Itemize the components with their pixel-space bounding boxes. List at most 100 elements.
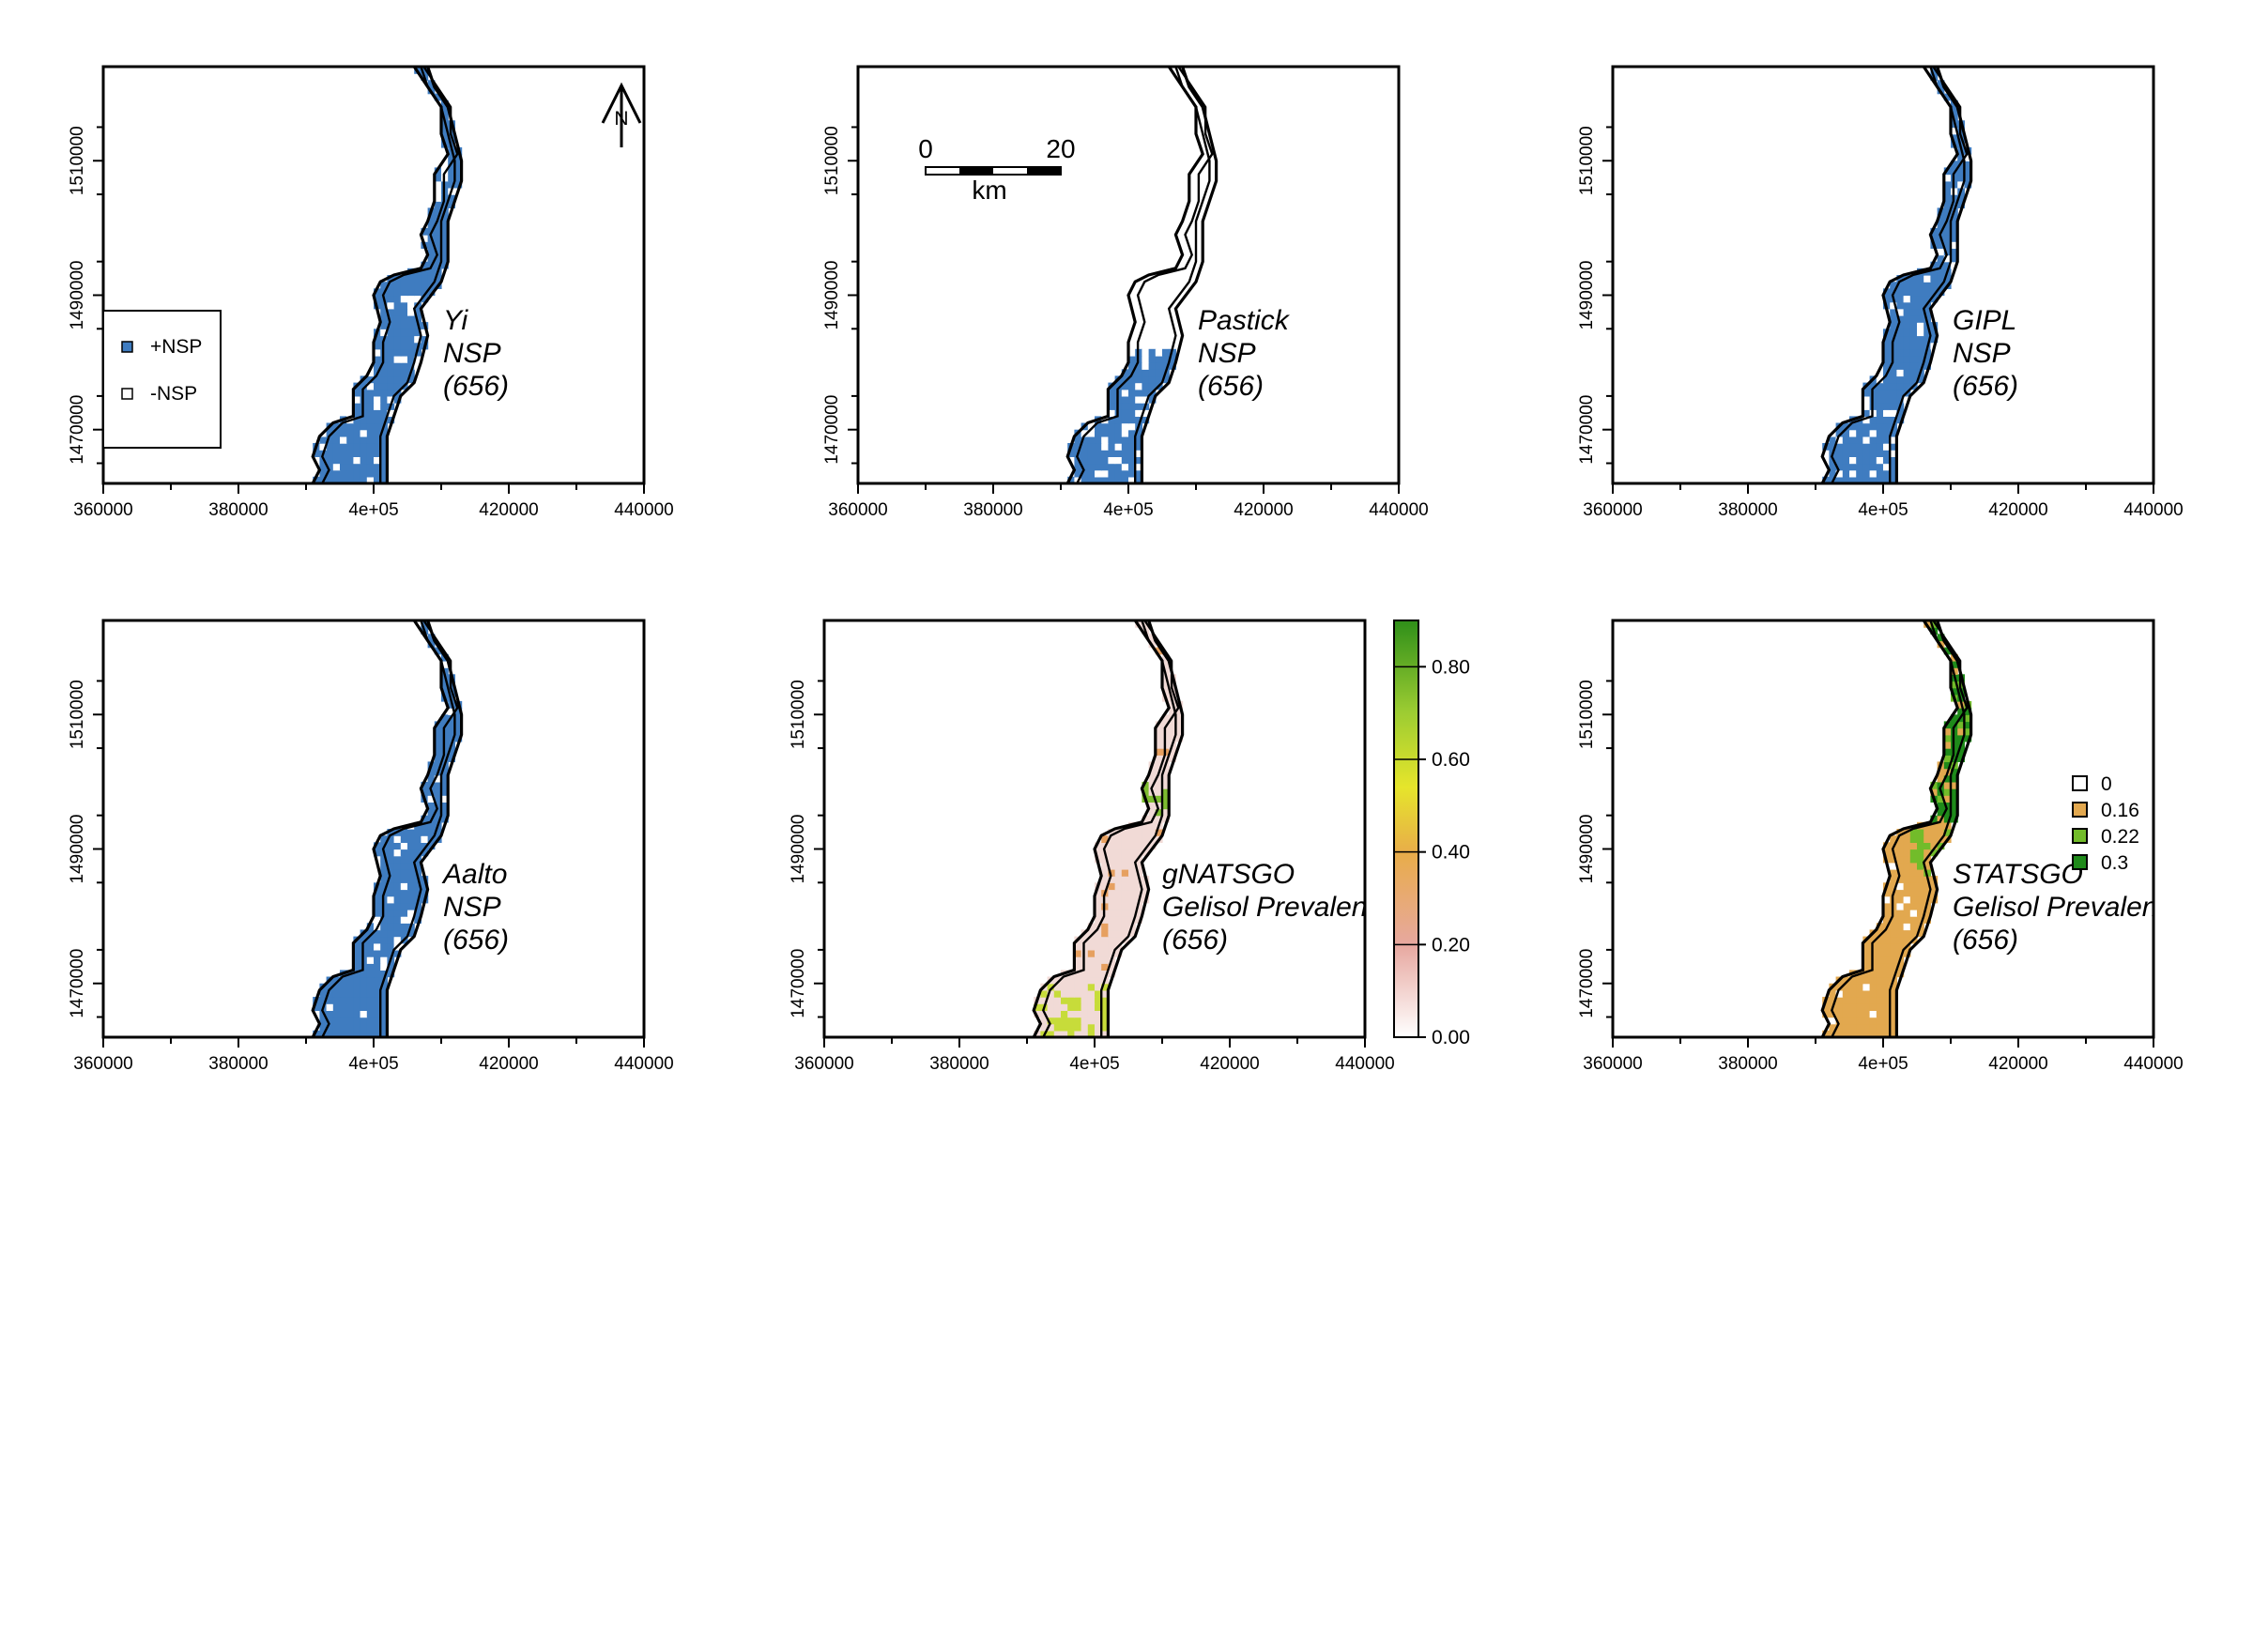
map-cell: [1074, 989, 1082, 998]
x-tick-label: 380000: [963, 500, 1022, 520]
map-cell: [1101, 929, 1109, 938]
map-cell: [1930, 821, 1939, 830]
map-cell: [393, 949, 402, 957]
map-cell: [1835, 1017, 1844, 1025]
buffer-boundary-east: [1133, 67, 1211, 483]
map-cell: [340, 469, 347, 478]
map-cell: [387, 895, 395, 904]
map-cell: [374, 348, 381, 357]
map-cell: [374, 362, 381, 370]
map-cell: [1909, 348, 1918, 357]
map-cell: [340, 463, 347, 471]
map-cell: [1930, 268, 1939, 276]
map-cell: [1155, 348, 1163, 357]
map-cell: [393, 369, 402, 377]
map-cell: [434, 227, 442, 236]
map-cell: [1876, 429, 1884, 437]
map-cell: [434, 201, 442, 208]
map-cell: [1142, 835, 1150, 843]
map-cell: [387, 882, 395, 891]
map-cell: [1121, 889, 1129, 897]
map-cell: [407, 315, 415, 323]
map-cell: [1121, 862, 1129, 870]
map-cell: [1923, 275, 1931, 283]
map-cell: [1128, 348, 1136, 357]
map-cell: [1101, 456, 1109, 465]
map-cell: [1108, 895, 1116, 904]
map-cell: [387, 329, 395, 337]
map-cell: [1917, 862, 1924, 870]
map-cell: [1876, 963, 1884, 971]
map-cell: [1108, 970, 1116, 978]
map-cell: [1909, 308, 1918, 316]
map-cell: [441, 201, 449, 208]
map-cell: [1081, 469, 1089, 478]
x-tick-label: 360000: [73, 1054, 132, 1074]
map-cell: [1155, 815, 1163, 823]
map-cell: [1951, 815, 1958, 823]
map-cell: [374, 416, 381, 424]
map-cell: [1869, 1030, 1878, 1037]
map-cell: [366, 382, 375, 390]
map-cell: [1101, 1003, 1109, 1011]
map-cell: [360, 443, 368, 451]
map-cell: [1930, 620, 1939, 628]
map-cell: [1175, 734, 1184, 742]
map-cell: [353, 970, 361, 978]
map-cell: [380, 882, 388, 891]
map-cell: [366, 923, 375, 931]
map-cell: [1095, 889, 1102, 897]
map-cell: [1162, 355, 1170, 363]
map-cell: [407, 308, 415, 316]
map-cell: [1128, 869, 1136, 877]
map-cell: [1876, 936, 1884, 944]
map-cell: [387, 936, 395, 944]
map-cell: [1923, 348, 1931, 357]
map-cell: [1162, 661, 1170, 668]
map-cell: [1883, 997, 1891, 1004]
map-cell: [1890, 1030, 1897, 1037]
colorbar-tick-label: 0.00: [1432, 1027, 1470, 1048]
map-cell: [1890, 409, 1897, 417]
map-cell: [1930, 849, 1939, 857]
map-cell: [1896, 876, 1905, 883]
map-cell: [1883, 909, 1891, 917]
map-cell: [332, 443, 341, 451]
map-cell: [1923, 282, 1931, 289]
map-cell: [366, 942, 375, 951]
map-cell: [1876, 369, 1884, 377]
map-cell: [393, 395, 402, 404]
map-cell: [360, 469, 368, 478]
map-cell: [1883, 463, 1891, 471]
map-cell: [441, 768, 449, 776]
map-cell: [454, 161, 463, 169]
map-cell: [1108, 829, 1116, 836]
map-cell: [1930, 781, 1939, 789]
map-cell: [1862, 970, 1871, 978]
map-cell: [1047, 1017, 1055, 1025]
map-cell: [1957, 748, 1965, 756]
map-cell: [1964, 154, 1972, 161]
map-cell: [1162, 681, 1170, 689]
map-cell: [387, 855, 395, 864]
map-cell: [1890, 301, 1897, 310]
map-cell: [1876, 989, 1884, 998]
map-cell: [1876, 976, 1884, 985]
map-cell: [1108, 842, 1116, 850]
map-cell: [374, 1017, 381, 1025]
map-cell: [1835, 1023, 1844, 1032]
map-cell: [1856, 443, 1863, 451]
panel-label-line: GIPL: [1953, 305, 2016, 336]
map-cell: [1909, 355, 1918, 363]
map-cell: [1890, 956, 1897, 964]
map-cell: [441, 235, 449, 242]
y-tick-label: 1490000: [789, 814, 808, 883]
map-cell: [1162, 808, 1170, 817]
map-cell: [326, 983, 334, 991]
map-cell: [1081, 476, 1089, 483]
map-cell: [1135, 902, 1142, 910]
map-cell: [393, 835, 402, 843]
map-cell: [1074, 963, 1082, 971]
map-cell: [1896, 382, 1905, 390]
